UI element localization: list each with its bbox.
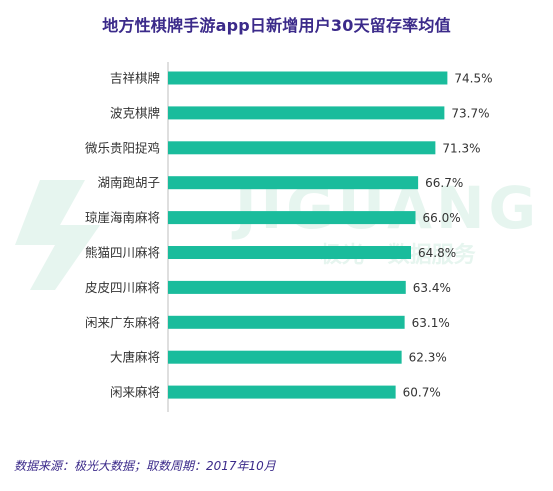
value-label: 73.7% xyxy=(451,106,489,120)
category-label: 熊猫四川麻将 xyxy=(85,245,160,260)
bar xyxy=(168,176,419,190)
value-label: 60.7% xyxy=(403,386,441,400)
watermark: JIGUANG 极光 · 数据服务 xyxy=(15,174,536,290)
watermark-logo-icon xyxy=(15,180,100,290)
value-label: 63.1% xyxy=(412,316,450,330)
bar xyxy=(168,385,396,399)
category-label: 微乐贵阳捉鸡 xyxy=(85,140,160,155)
bar xyxy=(168,211,416,225)
chart-title: 地方性棋牌手游app日新增用户30天留存率均值 xyxy=(102,16,451,35)
category-label: 琼崖海南麻将 xyxy=(85,210,160,225)
bar xyxy=(168,350,402,364)
value-label: 63.4% xyxy=(413,281,451,295)
value-label: 71.3% xyxy=(442,141,480,155)
data-source-footer: 数据来源：极光大数据；取数周期：2017年10月 xyxy=(14,459,276,473)
category-label: 波克棋牌 xyxy=(110,105,160,120)
category-label: 吉祥棋牌 xyxy=(110,71,160,86)
bar xyxy=(168,106,445,120)
value-label: 74.5% xyxy=(454,72,492,86)
category-label: 皮皮四川麻将 xyxy=(85,280,160,295)
value-label: 66.0% xyxy=(423,211,461,225)
value-label: 66.7% xyxy=(425,176,463,190)
category-label: 大唐麻将 xyxy=(110,350,160,365)
value-label: 62.3% xyxy=(409,351,447,365)
category-label: 湖南跑胡子 xyxy=(97,175,160,190)
category-label: 闲来麻将 xyxy=(110,385,160,400)
category-label: 闲来广东麻将 xyxy=(85,315,160,330)
bar xyxy=(168,71,448,85)
bar xyxy=(168,246,411,259)
value-label: 64.8% xyxy=(418,246,456,260)
bar xyxy=(168,280,406,294)
bar xyxy=(168,141,436,155)
bar xyxy=(168,315,405,329)
